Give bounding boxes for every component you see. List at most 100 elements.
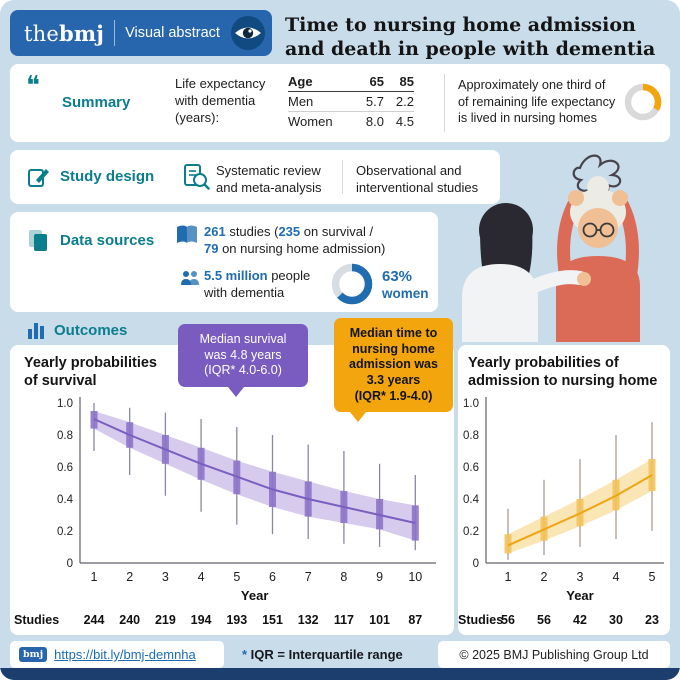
svg-text:2: 2 <box>541 570 548 584</box>
women-percentage-donut-chart <box>331 263 373 305</box>
svg-text:0.6: 0.6 <box>57 462 73 474</box>
women-percentage-value: 63% <box>382 268 413 285</box>
eye-icon <box>231 16 265 50</box>
svg-text:Studies: Studies <box>458 613 503 627</box>
svg-text:193: 193 <box>226 613 247 627</box>
svg-text:23: 23 <box>645 613 659 627</box>
svg-text:3: 3 <box>162 570 169 584</box>
svg-text:56: 56 <box>537 613 551 627</box>
pencil-note-icon <box>28 169 49 187</box>
study-design-item-1: Systematic review and meta-analysis <box>216 163 322 195</box>
summary-heading: Summary <box>62 94 131 111</box>
studies-count-text: 261 studies (235 on survival / 79 on nur… <box>204 224 386 256</box>
study-design-divider <box>342 160 343 194</box>
quote-icon: ❝ <box>26 70 40 100</box>
summary-divider <box>444 74 445 132</box>
svg-text:4: 4 <box>198 570 205 584</box>
study-design-heading: Study design <box>60 168 155 185</box>
svg-text:Studies: Studies <box>14 613 59 627</box>
outcomes-heading: Outcomes <box>54 322 128 339</box>
magnifier-document-icon <box>184 164 210 190</box>
study-design-item-2: Observational and interventional studies <box>356 163 479 195</box>
svg-text:6: 6 <box>269 570 276 584</box>
table-row: Women 8.0 4.5 <box>288 114 414 129</box>
women-percentage-label: women <box>382 286 429 301</box>
svg-text:244: 244 <box>84 613 105 627</box>
banner-label: Visual abstract <box>125 25 220 41</box>
survival-chart: 0 0.2 0.4 0.6 0.8 1.0 1 2 3 4 5 6 7 8 9 10 Year Studies 24… <box>14 397 436 627</box>
people-icon <box>181 271 199 285</box>
bmj-mini-logo: bmj <box>19 647 48 662</box>
bar-chart-icon <box>28 322 44 339</box>
svg-text:0.2: 0.2 <box>463 526 479 538</box>
svg-text:30: 30 <box>609 613 623 627</box>
svg-text:101: 101 <box>369 613 390 627</box>
survival-chart-title: Yearly probabilities of survival <box>24 355 157 390</box>
svg-text:1: 1 <box>91 570 98 584</box>
study-design-section: Study design Systematic review and meta-… <box>10 150 500 204</box>
svg-text:194: 194 <box>191 613 212 627</box>
svg-text:4: 4 <box>613 570 620 584</box>
banner-divider <box>114 20 116 46</box>
svg-text:117: 117 <box>334 613 354 627</box>
book-icon <box>177 225 197 243</box>
svg-text:0.6: 0.6 <box>463 462 479 474</box>
documents-icon <box>29 230 47 251</box>
svg-text:3: 3 <box>577 570 584 584</box>
svg-text:Year: Year <box>241 588 268 603</box>
svg-text:1.0: 1.0 <box>57 398 73 410</box>
svg-text:0.4: 0.4 <box>57 494 74 506</box>
svg-text:1: 1 <box>505 570 512 584</box>
bmj-logo: thebmj <box>24 21 104 46</box>
svg-text:219: 219 <box>155 613 176 627</box>
summary-section: ❝ Summary Life expectancy with dementia … <box>10 64 670 142</box>
table-header-row: Age 65 85 <box>288 72 414 92</box>
bmj-logo-the: the <box>24 21 59 46</box>
svg-text:1.0: 1.0 <box>463 398 479 410</box>
bottom-brand-bar <box>0 668 680 680</box>
svg-text:5: 5 <box>649 570 656 584</box>
median-admission-callout: Median time to nursing home admission wa… <box>334 318 453 423</box>
svg-text:0.8: 0.8 <box>463 430 479 442</box>
page-title-line1: Time to nursing home admission <box>285 14 636 36</box>
shortlink[interactable]: https://bit.ly/bmj-demnha <box>54 647 196 662</box>
people-count-text: 5.5 million people with dementia <box>204 268 311 300</box>
svg-text:0.4: 0.4 <box>463 494 480 506</box>
page-title: Time to nursing home admission and death… <box>285 13 655 62</box>
data-sources-section: Data sources 261 studies (235 on surviva… <box>10 212 438 312</box>
life-expectancy-table: Age 65 85 Men 5.7 2.2 Women 8.0 4.5 <box>288 72 414 131</box>
svg-text:151: 151 <box>262 613 283 627</box>
dementia-care-illustration <box>462 154 640 342</box>
svg-text:8: 8 <box>340 570 347 584</box>
bmj-brand-banner: thebmj Visual abstract <box>10 10 272 56</box>
admission-chart-panel: Yearly probabilities of admission to nur… <box>458 345 670 635</box>
one-third-donut-chart <box>624 83 662 121</box>
median-survival-callout: Median survival was 4.8 years (IQR* 4.0-… <box>178 324 308 397</box>
svg-text:7: 7 <box>305 570 312 584</box>
svg-text:5: 5 <box>233 570 240 584</box>
svg-text:0.8: 0.8 <box>57 430 73 442</box>
outcomes-heading-row: Outcomes <box>28 322 127 339</box>
svg-text:87: 87 <box>408 613 422 627</box>
bmj-logo-bmj: bmj <box>59 20 105 46</box>
svg-text:56: 56 <box>501 613 515 627</box>
svg-text:10: 10 <box>408 570 422 584</box>
svg-text:Year: Year <box>566 588 593 603</box>
footer-link-box: bmj https://bit.ly/bmj-demnha <box>10 641 224 668</box>
nursing-home-note: Approximately one third of of remaining … <box>458 78 616 125</box>
svg-text:2: 2 <box>126 570 133 584</box>
page-title-line2: and death in people with dementia <box>285 38 656 61</box>
svg-text:132: 132 <box>298 613 319 627</box>
svg-text:240: 240 <box>119 613 140 627</box>
svg-text:0: 0 <box>67 558 73 570</box>
svg-text:9: 9 <box>376 570 383 584</box>
svg-text:0.2: 0.2 <box>57 526 73 538</box>
admission-chart-title: Yearly probabilities of admission to nur… <box>468 355 658 390</box>
iqr-footnote: * IQR = Interquartile range <box>242 647 403 662</box>
svg-text:42: 42 <box>573 613 587 627</box>
data-sources-heading: Data sources <box>60 232 155 249</box>
copyright-notice: © 2025 BMJ Publishing Group Ltd <box>438 641 670 668</box>
table-row: Men 5.7 2.2 <box>288 92 414 112</box>
